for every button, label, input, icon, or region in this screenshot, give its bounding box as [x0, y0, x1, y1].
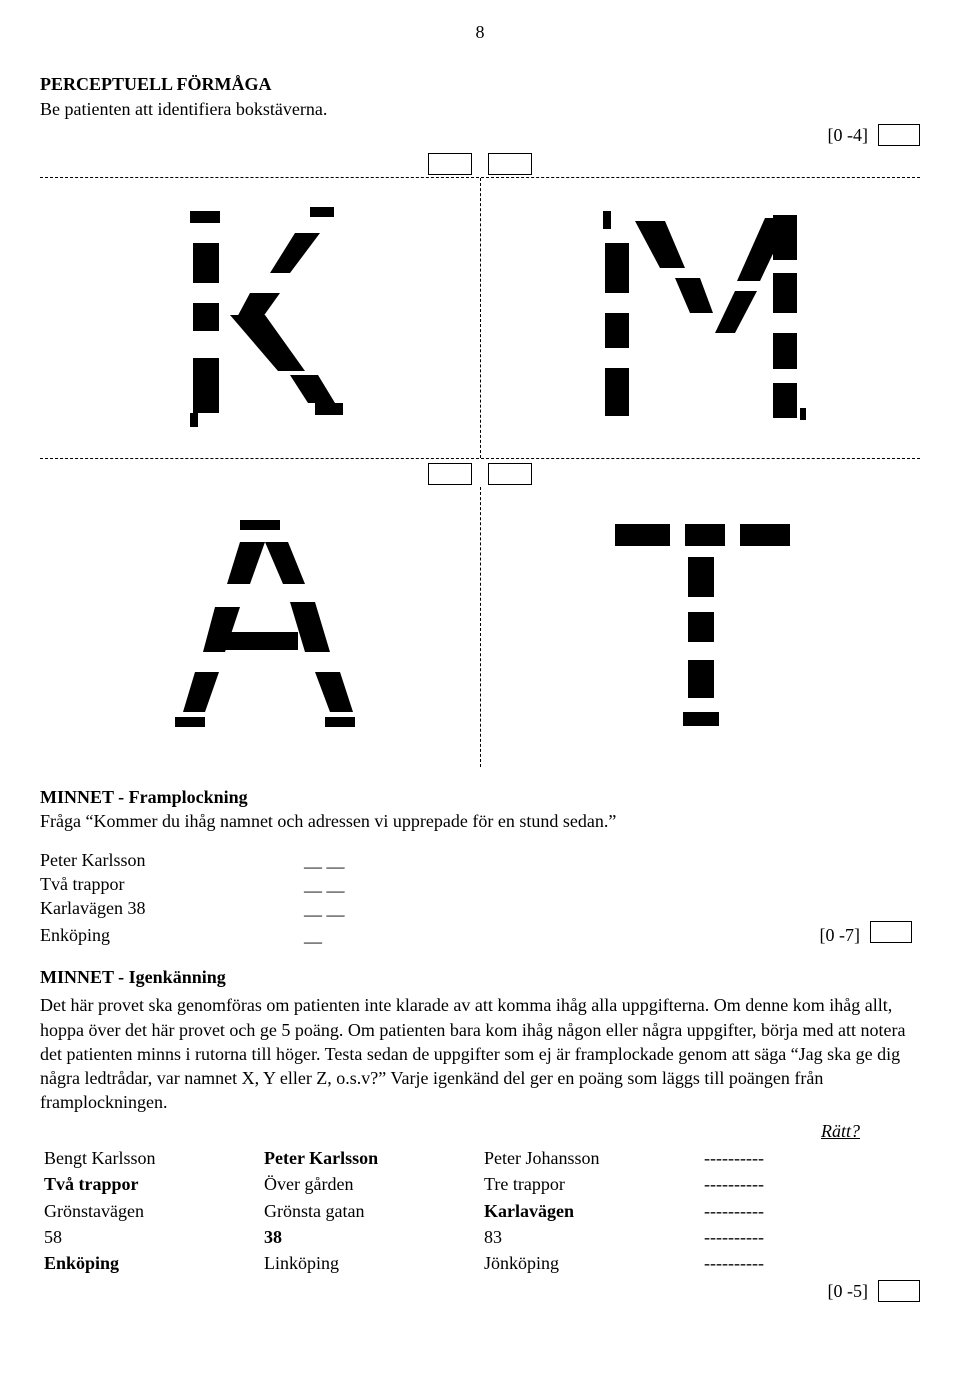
- recognition-dash[interactable]: ----------: [700, 1198, 920, 1224]
- letter-box-k[interactable]: [428, 153, 472, 175]
- vertical-dashed-divider-1: [480, 178, 481, 458]
- letter-row-2: [40, 487, 920, 767]
- letter-bottom-boxes: [40, 463, 920, 485]
- recall-instruction: Fråga “Kommer du ihåg namnet och adresse…: [40, 809, 920, 833]
- letter-m-fragmented: [585, 203, 815, 433]
- vertical-dashed-divider-2: [480, 487, 481, 767]
- recognition-title: MINNET - Igenkänning: [40, 965, 920, 989]
- recognition-table: Bengt KarlssonPeter KarlssonPeter Johans…: [40, 1145, 920, 1276]
- recognition-cell: Tre trappor: [480, 1171, 700, 1197]
- recall-blank-2[interactable]: __ __: [304, 872, 480, 896]
- recognition-cell: Grönstavägen: [40, 1198, 260, 1224]
- letter-row-1: [40, 178, 920, 458]
- dashed-divider-mid: [40, 458, 920, 459]
- letter-top-boxes: [40, 153, 920, 175]
- recognition-cell: 58: [40, 1224, 260, 1250]
- recognition-ratt-header: Rätt?: [821, 1121, 860, 1141]
- letter-k-fragmented: [160, 203, 360, 433]
- recognition-cell: Över gården: [260, 1171, 480, 1197]
- section-recall: MINNET - Framplockning Fråga “Kommer du …: [40, 785, 920, 949]
- recognition-cell: 83: [480, 1224, 700, 1250]
- recall-item-4: Enköping: [40, 921, 304, 949]
- letter-box-a[interactable]: [428, 463, 472, 485]
- letter-a-fragmented: [155, 512, 365, 742]
- recognition-score-box[interactable]: [878, 1280, 920, 1302]
- recognition-paragraph: Det här provet ska genomföras om patient…: [40, 993, 920, 1114]
- letter-t-fragmented: [595, 512, 805, 742]
- recognition-dash[interactable]: ----------: [700, 1224, 920, 1250]
- recall-score-box[interactable]: [870, 921, 912, 943]
- recognition-cell: Grönsta gatan: [260, 1198, 480, 1224]
- recognition-cell: Jönköping: [480, 1250, 700, 1276]
- letter-box-t[interactable]: [488, 463, 532, 485]
- recognition-dash[interactable]: ----------: [700, 1250, 920, 1276]
- recall-blank-3[interactable]: __ __: [304, 896, 480, 920]
- section-perceptual: PERCEPTUELL FÖRMÅGA Be patienten att ide…: [40, 72, 920, 147]
- recall-item-1: Peter Karlsson: [40, 848, 304, 872]
- recall-blank-1[interactable]: __ __: [304, 848, 480, 872]
- recall-table: Peter Karlsson __ __ Två trappor __ __ K…: [40, 848, 920, 949]
- recognition-dash[interactable]: ----------: [700, 1145, 920, 1171]
- recognition-cell: Linköping: [260, 1250, 480, 1276]
- recognition-score-range: [0 -5]: [828, 1279, 868, 1303]
- recognition-cell: Peter Johansson: [480, 1145, 700, 1171]
- perceptual-score-range: [0 -4]: [828, 123, 868, 147]
- recognition-cell: Peter Karlsson: [260, 1145, 480, 1171]
- recall-title: MINNET - Framplockning: [40, 785, 920, 809]
- recognition-dash[interactable]: ----------: [700, 1171, 920, 1197]
- perceptual-instruction: Be patienten att identifiera bokstäverna…: [40, 97, 920, 121]
- recall-item-3: Karlavägen 38: [40, 896, 304, 920]
- page-number: 8: [40, 20, 920, 44]
- recognition-cell: Karlavägen: [480, 1198, 700, 1224]
- recall-item-2: Två trappor: [40, 872, 304, 896]
- recall-score-range: [0 -7]: [820, 925, 860, 945]
- section-recognition: MINNET - Igenkänning Det här provet ska …: [40, 965, 920, 1303]
- recognition-cell: Bengt Karlsson: [40, 1145, 260, 1171]
- recall-blank-4[interactable]: __: [304, 921, 480, 949]
- perceptual-score-box[interactable]: [878, 124, 920, 146]
- recognition-cell: Två trappor: [40, 1171, 260, 1197]
- letter-box-m[interactable]: [488, 153, 532, 175]
- perceptual-title: PERCEPTUELL FÖRMÅGA: [40, 72, 920, 96]
- recognition-cell: 38: [260, 1224, 480, 1250]
- recognition-cell: Enköping: [40, 1250, 260, 1276]
